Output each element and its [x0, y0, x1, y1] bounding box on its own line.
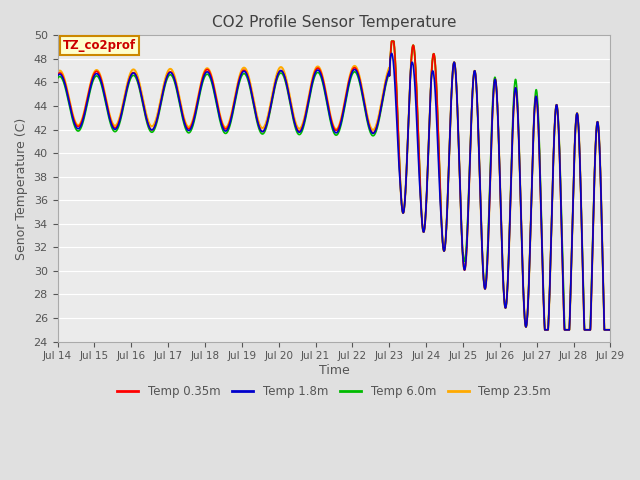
Line: Temp 0.35m: Temp 0.35m — [58, 41, 611, 330]
Y-axis label: Senor Temperature (C): Senor Temperature (C) — [15, 117, 28, 260]
Line: Temp 6.0m: Temp 6.0m — [58, 41, 611, 330]
Temp 0.35m — [536, 179, 544, 184]
Temp 1.8m — [536, 179, 544, 184]
Temp 0.35m — [54, 72, 61, 78]
Temp 23.5m — [607, 327, 614, 333]
Temp 1.8m — [596, 155, 604, 161]
Temp 0.35m — [150, 126, 157, 132]
Temp 6.0m — [266, 111, 273, 117]
Temp 1.8m — [541, 327, 548, 333]
X-axis label: Time: Time — [319, 364, 349, 377]
Temp 1.8m — [607, 327, 614, 333]
Temp 6.0m — [541, 327, 548, 333]
Line: Temp 23.5m: Temp 23.5m — [58, 41, 611, 330]
Temp 0.35m — [541, 327, 548, 333]
Temp 0.35m — [607, 327, 614, 333]
Temp 0.35m — [388, 38, 396, 44]
Legend: Temp 0.35m, Temp 1.8m, Temp 6.0m, Temp 23.5m: Temp 0.35m, Temp 1.8m, Temp 6.0m, Temp 2… — [112, 381, 556, 403]
Temp 6.0m — [150, 129, 157, 134]
Temp 23.5m — [150, 122, 157, 128]
Temp 1.8m — [388, 50, 396, 56]
Temp 23.5m — [596, 155, 604, 161]
Temp 1.8m — [266, 109, 273, 115]
Temp 1.8m — [116, 115, 124, 120]
Temp 1.8m — [290, 116, 298, 121]
Temp 6.0m — [607, 327, 614, 333]
Line: Temp 1.8m: Temp 1.8m — [58, 53, 611, 330]
Title: CO2 Profile Sensor Temperature: CO2 Profile Sensor Temperature — [212, 15, 456, 30]
Temp 6.0m — [536, 170, 544, 176]
Temp 23.5m — [541, 327, 548, 333]
Temp 0.35m — [596, 155, 604, 161]
Temp 23.5m — [266, 106, 273, 111]
Temp 0.35m — [290, 115, 298, 120]
Temp 6.0m — [596, 155, 604, 161]
Temp 6.0m — [116, 117, 124, 123]
Temp 23.5m — [536, 179, 544, 184]
Temp 23.5m — [388, 38, 396, 44]
Temp 23.5m — [116, 111, 124, 117]
Temp 6.0m — [54, 75, 61, 81]
Temp 6.0m — [290, 118, 298, 123]
Temp 1.8m — [54, 73, 61, 79]
Temp 23.5m — [54, 70, 61, 75]
Temp 0.35m — [266, 109, 273, 115]
Temp 1.8m — [150, 126, 157, 132]
Temp 6.0m — [388, 38, 396, 44]
Temp 0.35m — [116, 114, 124, 120]
Temp 23.5m — [290, 112, 298, 118]
Text: TZ_co2prof: TZ_co2prof — [63, 39, 136, 52]
